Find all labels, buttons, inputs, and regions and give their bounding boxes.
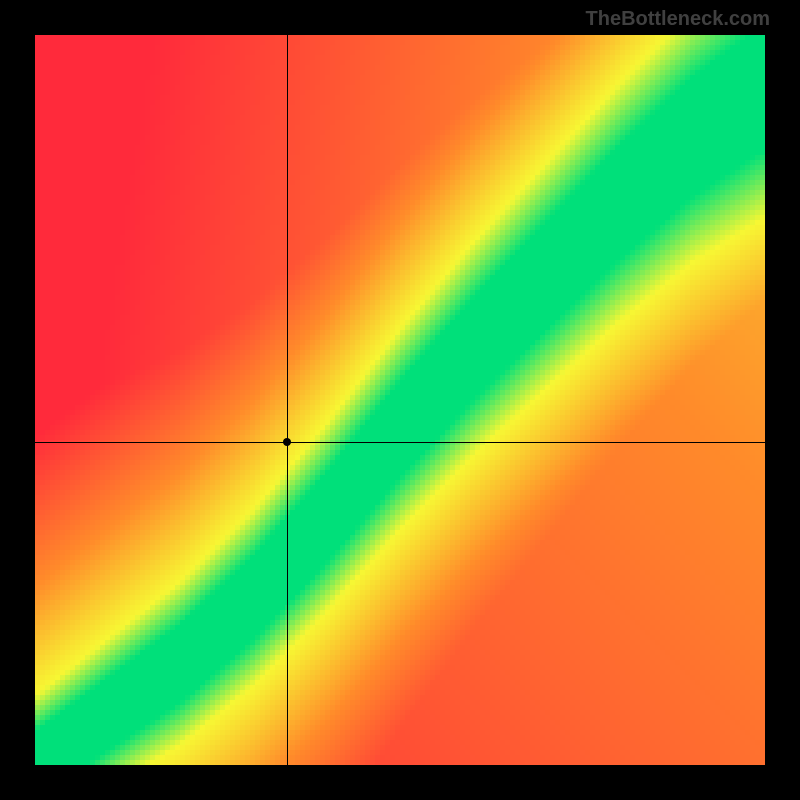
crosshair-horizontal xyxy=(35,442,765,443)
heatmap-canvas xyxy=(35,35,765,765)
crosshair-vertical xyxy=(287,35,288,765)
watermark-text: TheBottleneck.com xyxy=(586,8,770,31)
bottleneck-heatmap xyxy=(35,35,765,765)
selection-marker xyxy=(283,438,291,446)
